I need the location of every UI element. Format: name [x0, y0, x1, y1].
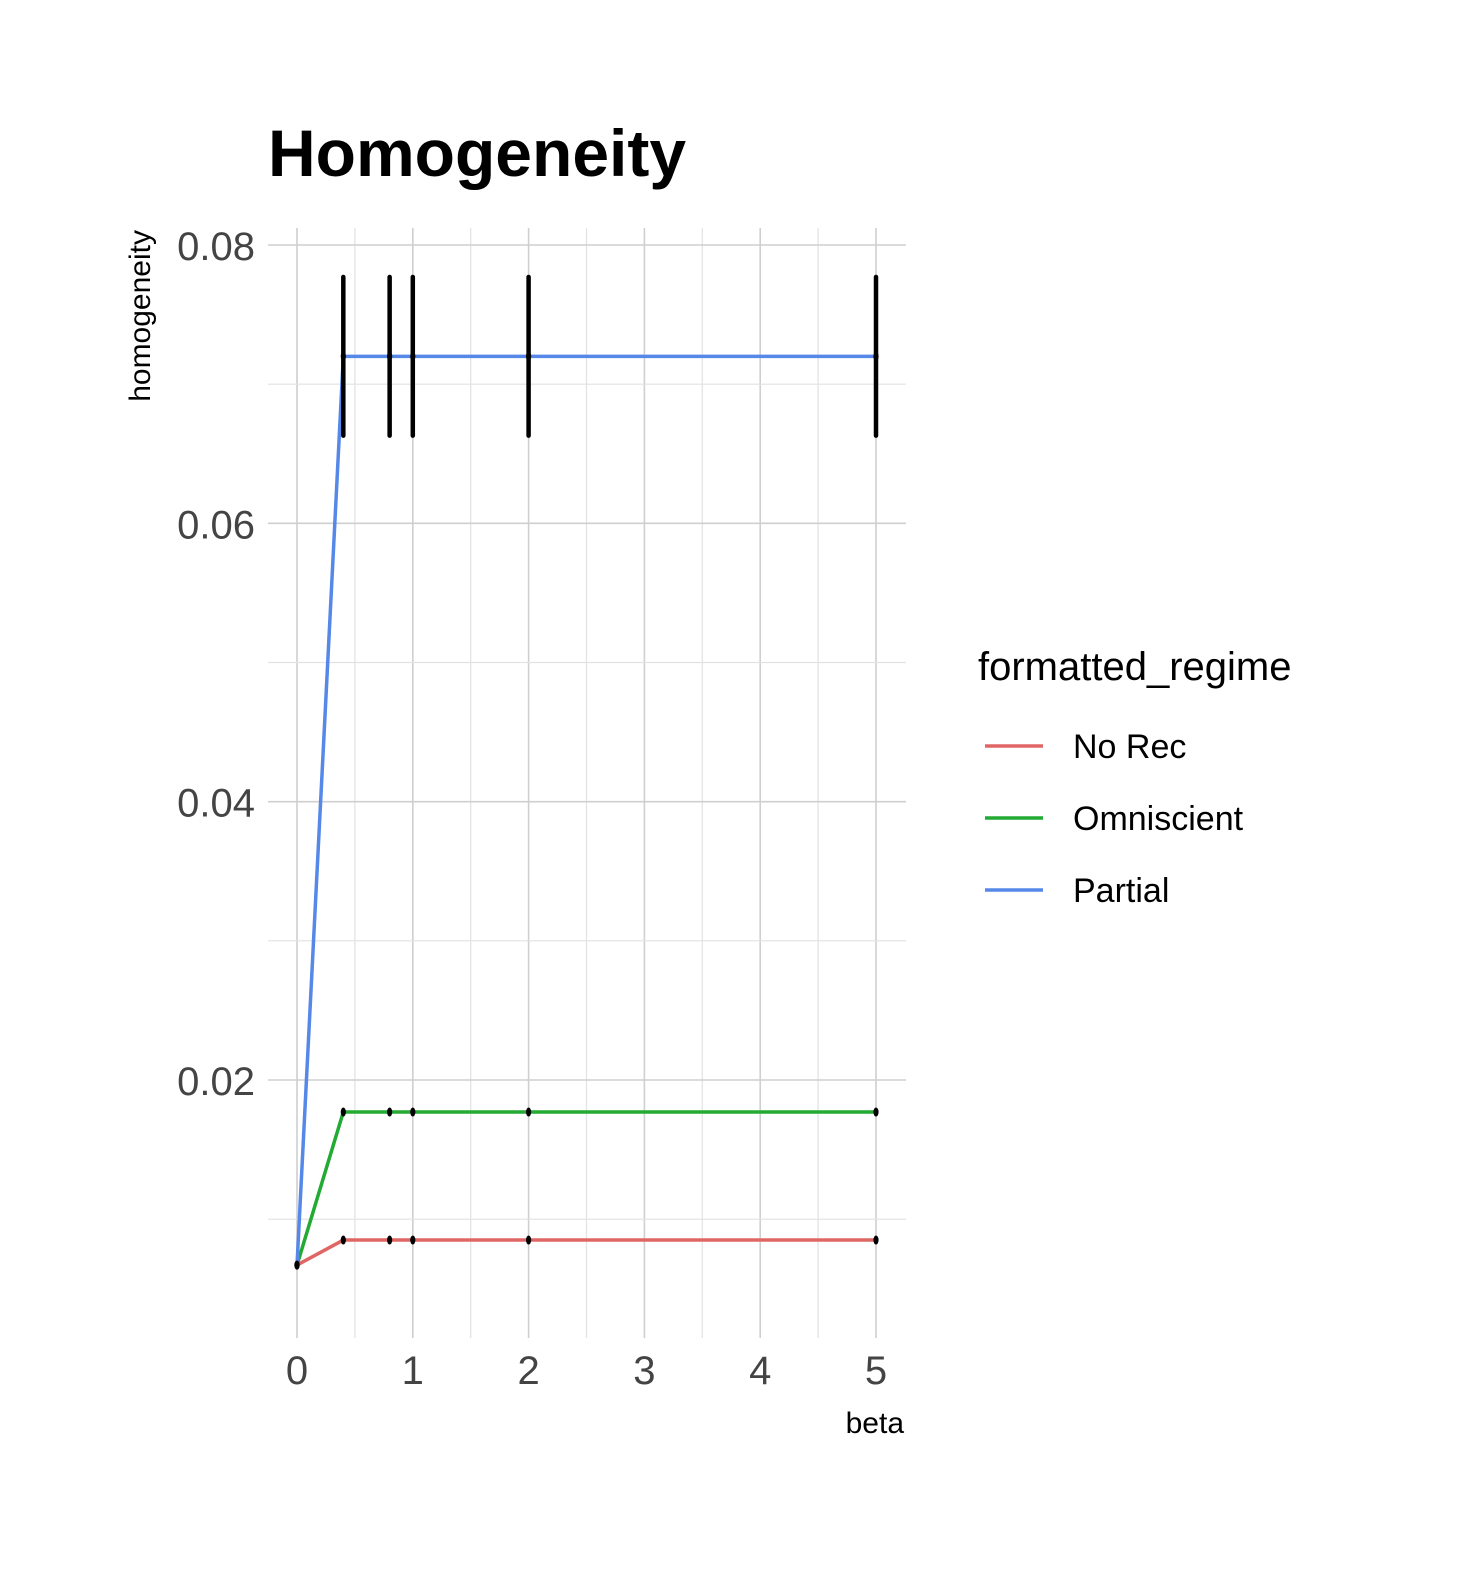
data-point-omniscient — [410, 1108, 415, 1117]
x-tick-label: 5 — [865, 1349, 887, 1393]
data-point-partial — [294, 1261, 299, 1270]
x-axis-ticks: 0 1 2 3 4 5 — [286, 1349, 887, 1393]
data-point-no-rec — [341, 1236, 346, 1245]
data-point-partial — [526, 352, 531, 361]
legend: formatted_regime No Rec Omniscient Partial — [978, 645, 1291, 910]
y-tick-label: 0.02 — [177, 1060, 255, 1104]
data-point-no-rec — [410, 1236, 415, 1245]
y-tick-label: 0.06 — [177, 503, 255, 547]
data-point-omniscient — [873, 1108, 878, 1117]
x-tick-label: 0 — [286, 1349, 308, 1393]
x-tick-label: 2 — [517, 1349, 539, 1393]
grid — [268, 228, 906, 1338]
x-axis-title: beta — [846, 1407, 905, 1440]
legend-label-no-rec: No Rec — [1073, 728, 1186, 766]
data-point-partial — [873, 352, 878, 361]
data-point-partial — [387, 352, 392, 361]
legend-label-partial: Partial — [1073, 872, 1169, 910]
data-point-omniscient — [341, 1108, 346, 1117]
data-point-partial — [410, 352, 415, 361]
chart-title: Homogeneity — [268, 116, 686, 190]
x-tick-label: 1 — [402, 1349, 424, 1393]
data-point-partial — [341, 352, 346, 361]
y-axis-ticks: 0.02 0.04 0.06 0.08 — [177, 225, 255, 1104]
data-point-no-rec — [873, 1236, 878, 1245]
x-tick-label: 3 — [633, 1349, 655, 1393]
data-point-no-rec — [526, 1236, 531, 1245]
data-point-no-rec — [387, 1236, 392, 1245]
x-tick-label: 4 — [749, 1349, 771, 1393]
legend-label-omniscient: Omniscient — [1073, 800, 1244, 838]
y-axis-title: homogeneity — [124, 230, 157, 402]
data-point-omniscient — [387, 1108, 392, 1117]
y-tick-label: 0.08 — [177, 225, 255, 269]
y-tick-label: 0.04 — [177, 782, 255, 826]
data-point-omniscient — [526, 1108, 531, 1117]
legend-title: formatted_regime — [978, 645, 1291, 689]
